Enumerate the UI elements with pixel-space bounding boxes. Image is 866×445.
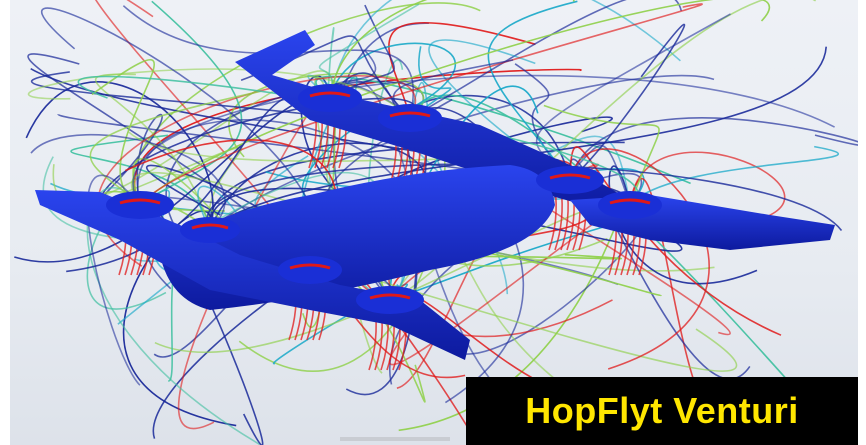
nacelle bbox=[298, 84, 362, 112]
streamline bbox=[487, 0, 578, 181]
streamline bbox=[89, 90, 261, 206]
nacelle bbox=[356, 286, 424, 314]
intake-rim bbox=[119, 198, 161, 205]
intake-rim bbox=[609, 198, 651, 205]
caption-box: HopFlyt Venturi bbox=[466, 377, 858, 445]
streamline bbox=[209, 46, 827, 231]
streamline bbox=[97, 97, 416, 222]
nacelle bbox=[598, 191, 662, 219]
streamline bbox=[30, 133, 226, 231]
streamline bbox=[27, 68, 411, 119]
streamline bbox=[139, 3, 703, 206]
streamline bbox=[136, 119, 409, 206]
intake-rim bbox=[369, 293, 411, 300]
intake-rim bbox=[549, 173, 591, 180]
caption-title: HopFlyt Venturi bbox=[525, 390, 799, 431]
streamline bbox=[409, 0, 683, 119]
streamline bbox=[569, 117, 858, 181]
streamline bbox=[329, 42, 457, 113]
streamline bbox=[569, 23, 686, 181]
streamline bbox=[629, 145, 839, 206]
nacelle bbox=[378, 104, 442, 132]
streamline bbox=[543, 104, 660, 206]
streamline bbox=[329, 4, 395, 99]
aircraft-model bbox=[35, 30, 835, 360]
streamline bbox=[86, 186, 261, 445]
streamline bbox=[409, 46, 452, 119]
streamline bbox=[629, 151, 786, 226]
cfd-render bbox=[10, 0, 858, 445]
streamline bbox=[329, 0, 681, 99]
streamline bbox=[122, 5, 415, 119]
streamline bbox=[389, 0, 817, 301]
front-wing bbox=[35, 190, 470, 360]
streamline bbox=[139, 0, 771, 206]
cfd-scene-svg bbox=[14, 0, 858, 445]
streamline bbox=[569, 146, 782, 336]
viewer-scrollbar bbox=[340, 437, 450, 441]
intake-rim bbox=[389, 111, 431, 118]
intake-rim bbox=[309, 91, 351, 98]
nacelle bbox=[278, 256, 342, 284]
intake-rim bbox=[191, 223, 229, 230]
nacelle bbox=[536, 166, 604, 194]
streamline bbox=[91, 58, 155, 206]
intake-rim bbox=[289, 263, 331, 270]
streamline bbox=[86, 174, 141, 386]
nacelle bbox=[106, 191, 174, 219]
streamline bbox=[132, 74, 835, 206]
streamline bbox=[70, 134, 211, 231]
streamline bbox=[318, 3, 420, 99]
streamline bbox=[329, 0, 575, 99]
nacelle bbox=[180, 217, 240, 243]
